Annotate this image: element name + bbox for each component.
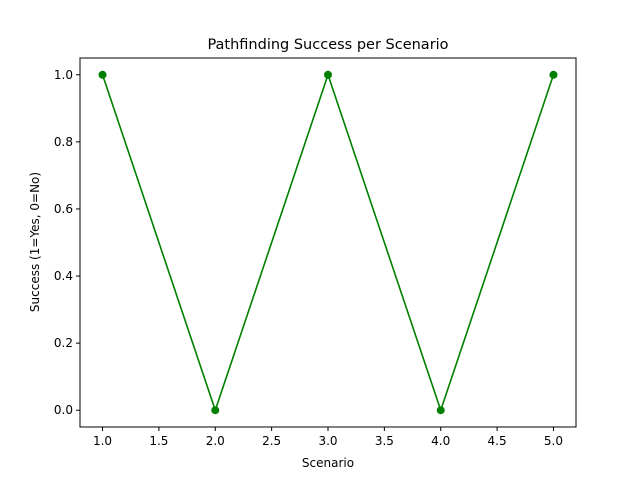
data-point <box>549 70 558 79</box>
x-axis-label: Scenario <box>302 456 354 470</box>
y-tick-label: 0.8 <box>54 135 73 149</box>
y-axis-label: Success (1=Yes, 0=No) <box>28 172 42 312</box>
data-point <box>436 406 445 415</box>
y-tick-label: 0.6 <box>54 202 73 216</box>
chart-title: Pathfinding Success per Scenario <box>207 37 448 53</box>
y-tick-label: 0.2 <box>54 336 73 350</box>
x-tick-label: 4.5 <box>488 434 507 448</box>
x-tick-label: 2.0 <box>206 434 225 448</box>
y-tick-label: 0.0 <box>54 403 73 417</box>
x-tick-label: 3.0 <box>318 434 337 448</box>
x-tick-label: 3.5 <box>375 434 394 448</box>
x-tick-label: 5.0 <box>544 434 563 448</box>
y-tick-label: 0.4 <box>54 269 73 283</box>
x-tick-label: 1.0 <box>93 434 112 448</box>
data-point <box>324 70 332 79</box>
axes-frame <box>79 57 577 428</box>
data-point <box>211 406 220 415</box>
x-tick-label: 1.5 <box>149 434 168 448</box>
x-tick-label: 4.0 <box>431 434 450 448</box>
data-point <box>98 70 107 79</box>
x-tick-label: 2.5 <box>262 434 281 448</box>
plot-area: 1.0 1.5 2.0 2.5 3.0 3.5 4.0 4.5 5.0 0.0 0.2 0.4 0.6 0… <box>54 68 563 448</box>
y-tick-label: 1.0 <box>54 68 73 82</box>
